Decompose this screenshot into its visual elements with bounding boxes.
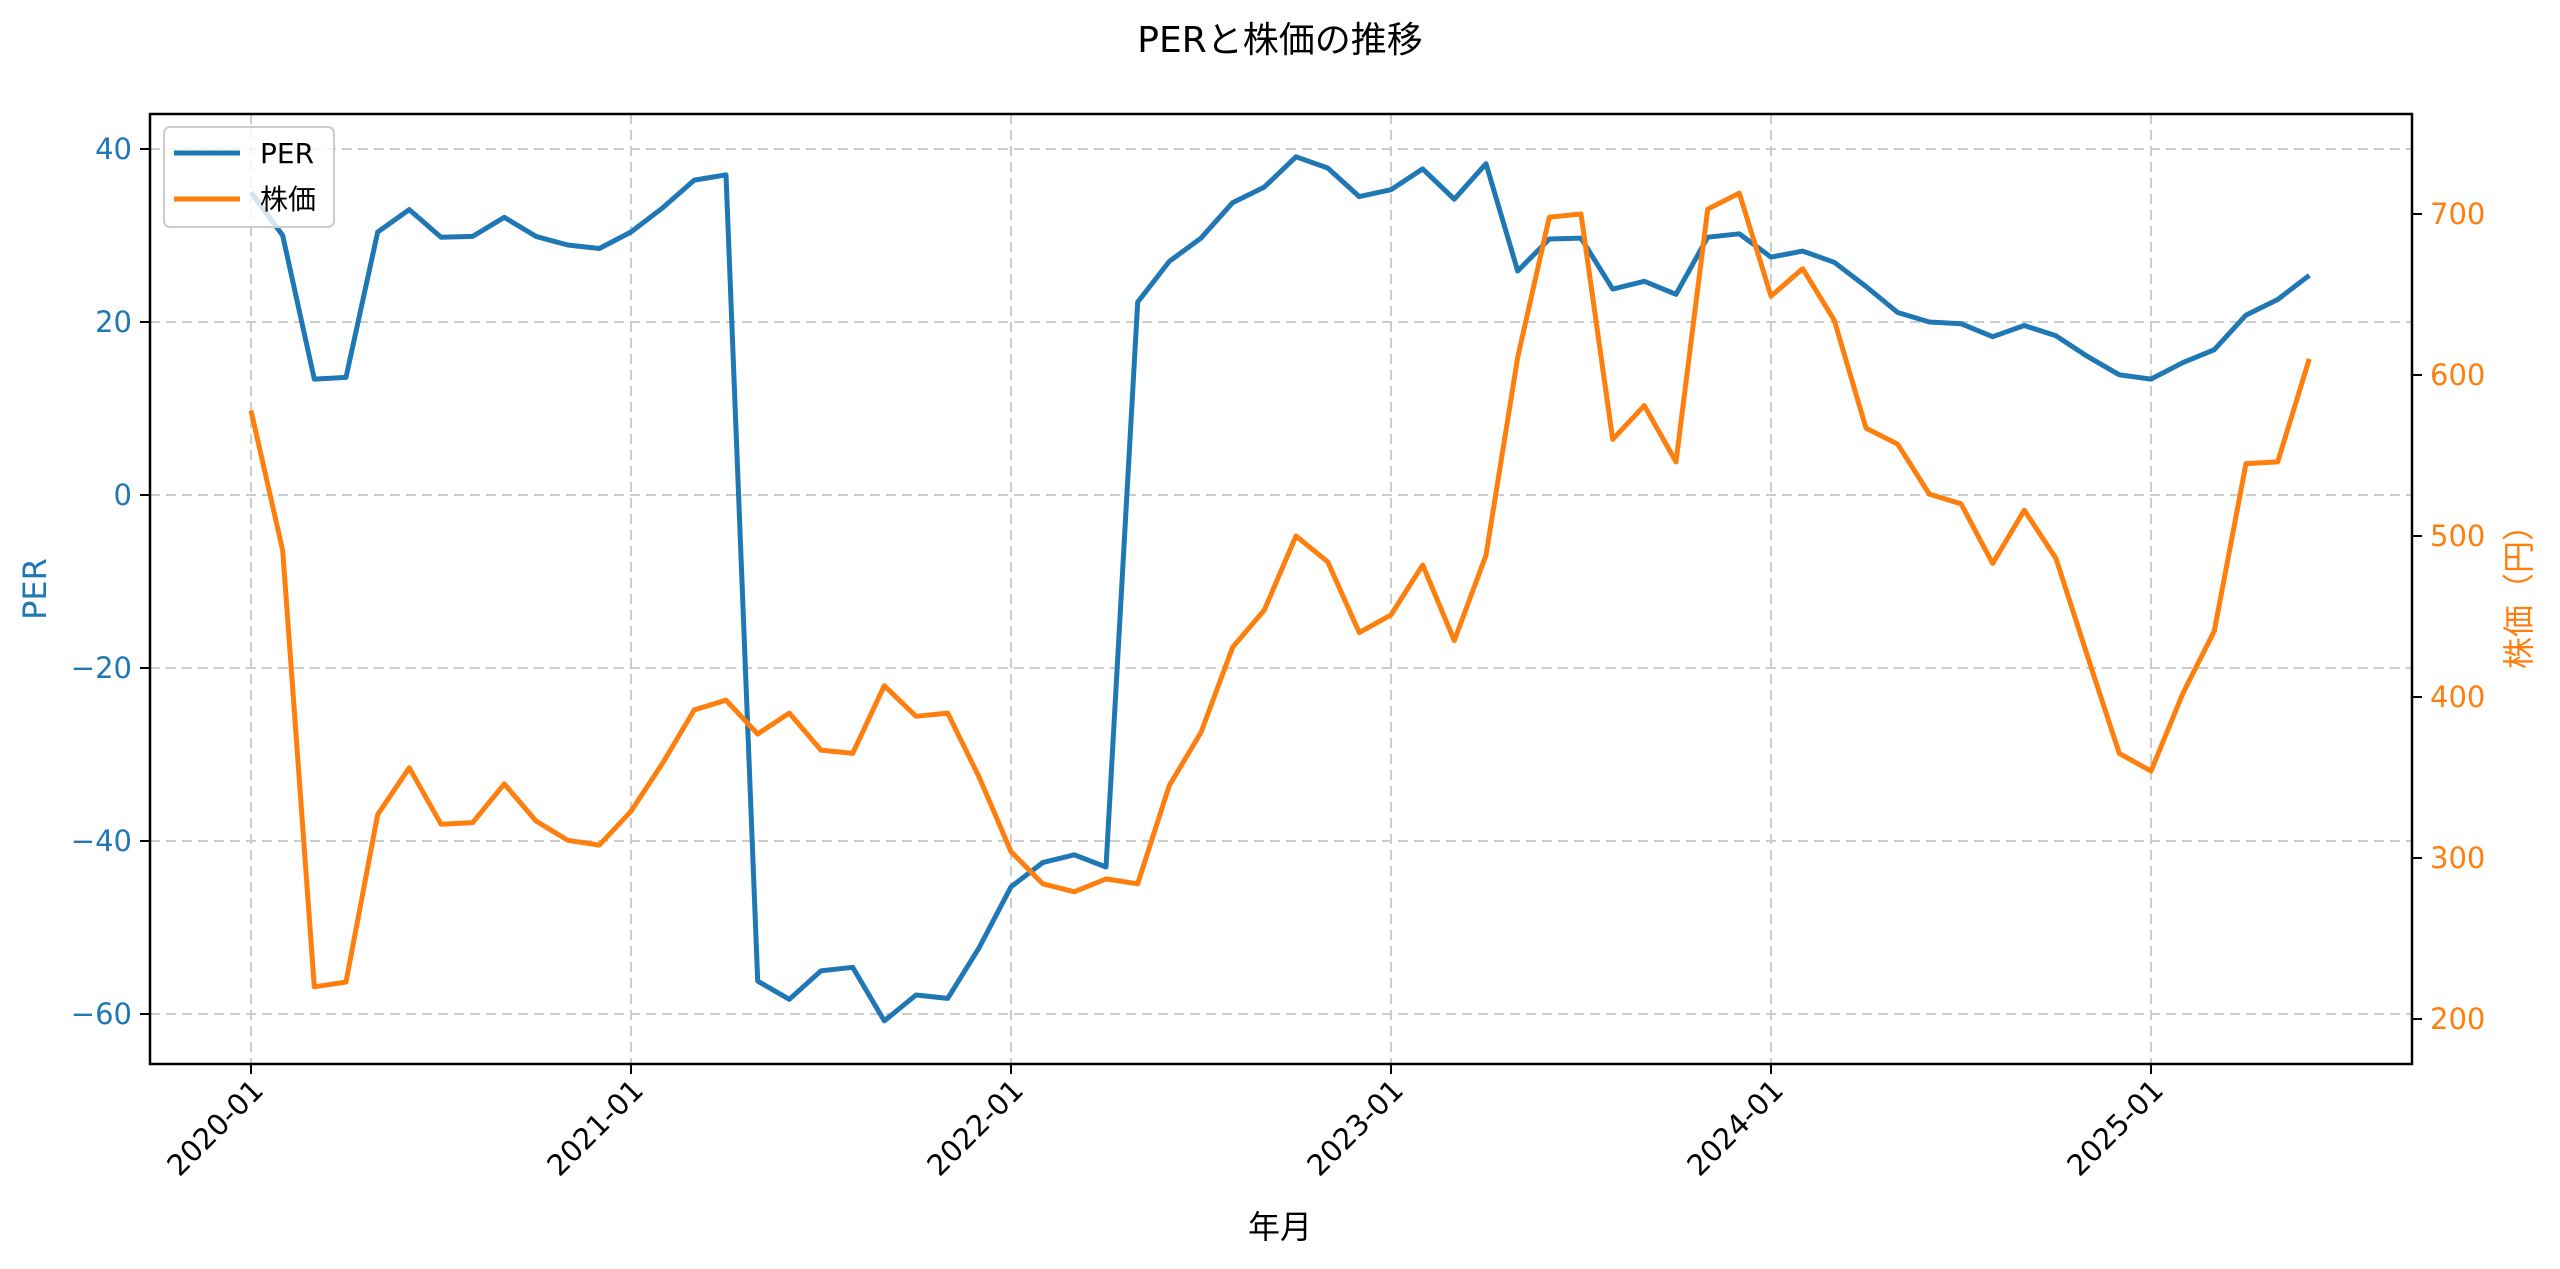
x-tick-label: 2023-01 [1300,1073,1410,1183]
per-line [248,154,2311,1024]
x-tick-label: 2022-01 [920,1073,1030,1183]
left-tick-label: 20 [95,305,132,339]
left-tick-label: 0 [114,478,132,512]
x-axis: 2020-01 2021-01 2022-01 2023-01 2024-01 2025-… [160,1064,2170,1183]
left-y-axis: −60 −40 −20 0 20 40 [71,132,150,1031]
x-tick-label: 2024-01 [1680,1073,1790,1183]
legend-label-price: 株価 [260,183,316,216]
legend-label-per: PER [260,137,314,170]
price-line [248,190,2312,990]
right-tick-label: 500 [2430,519,2485,553]
right-tick-label: 400 [2430,680,2485,714]
right-tick-label: 200 [2430,1002,2485,1036]
x-tick-label: 2020-01 [160,1073,270,1183]
left-tick-label: −20 [71,651,132,685]
left-tick-label: −40 [71,824,132,858]
left-tick-label: 40 [95,132,132,166]
left-tick-label: −60 [71,997,132,1031]
right-y-axis-label: 株価（円） [2500,509,2538,669]
series-lines [248,154,2312,1024]
right-tick-label: 300 [2430,841,2485,875]
x-axis-label: 年月 [1248,1208,1312,1246]
plot-frame [148,112,2414,1066]
chart-title: PERと株価の推移 [1137,20,1422,61]
x-tick-label: 2021-01 [540,1073,650,1183]
legend: PER 株価 [163,126,335,228]
x-tick-label: 2025-01 [2060,1073,2170,1183]
right-y-axis: 200 300 400 500 600 700 [2412,197,2485,1036]
right-tick-label: 600 [2430,358,2485,392]
left-y-axis-label: PER [16,558,54,620]
grid [150,114,2412,1064]
right-tick-label: 700 [2430,197,2485,231]
